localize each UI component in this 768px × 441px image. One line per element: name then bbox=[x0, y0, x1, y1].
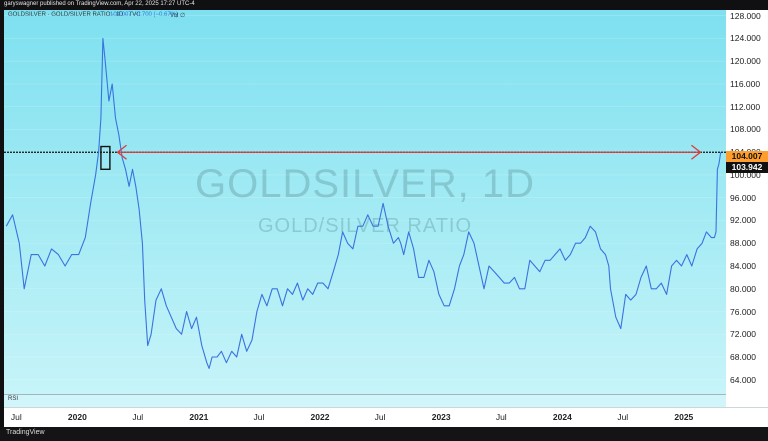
price-tick-label: 72.000 bbox=[730, 329, 756, 340]
published-line: garyswagner published on TradingView.com… bbox=[4, 1, 195, 7]
price-tick-label: 64.000 bbox=[730, 374, 756, 385]
time-tick-label: 2022 bbox=[310, 412, 330, 422]
watermark-symbol: GOLDSILVER, 1D bbox=[194, 162, 536, 206]
price-tick-label: 96.000 bbox=[730, 192, 756, 203]
time-tick-label: Jul bbox=[495, 412, 507, 422]
price-tick-label: 120.000 bbox=[730, 56, 761, 67]
time-tick-label: 2020 bbox=[67, 412, 87, 422]
close-price-tag: 103.942 bbox=[726, 162, 768, 173]
time-tick-label: 2025 bbox=[674, 412, 694, 422]
footer-bar: TradingView bbox=[0, 427, 768, 441]
price-tick-label: 108.000 bbox=[730, 124, 761, 135]
price-tick-label: 116.000 bbox=[730, 78, 761, 89]
chart-svg bbox=[4, 15, 726, 381]
arrow-head-left[interactable] bbox=[116, 144, 127, 160]
time-tick-label: 2023 bbox=[431, 412, 451, 422]
price-tick-label: 128.000 bbox=[730, 10, 761, 21]
time-tick-label: Jul bbox=[374, 412, 386, 422]
price-tick-label: 112.000 bbox=[730, 101, 761, 112]
price-tick-label: 76.000 bbox=[730, 306, 756, 317]
watermark-name: GOLD/SILVER RATIO bbox=[257, 215, 473, 237]
time-tick-label: Jul bbox=[10, 412, 22, 422]
price-tick-label: 88.000 bbox=[730, 238, 756, 249]
tradingview-logo-text: TradingView bbox=[6, 429, 45, 436]
ratio-price-line[interactable] bbox=[5, 37, 722, 369]
time-axis[interactable]: Jul 2020 Jul 2021 Jul 2022 Jul 2023 Jul 2024 Jul 20… bbox=[4, 407, 768, 428]
ohlc-legend: 104.007 −0.700 (−0.67%) bbox=[110, 12, 179, 18]
price-pane[interactable]: GOLDSILVER · GOLD/SILVER RATIO · 1D · TV… bbox=[4, 10, 726, 394]
time-tick-label: Jul bbox=[132, 412, 144, 422]
time-tick-label: Jul bbox=[253, 412, 265, 422]
symbol-legend: GOLDSILVER · GOLD/SILVER RATIO · 1D · TV… bbox=[8, 12, 141, 18]
time-tick-label: 2021 bbox=[189, 412, 209, 422]
arrow-head-right[interactable] bbox=[691, 144, 702, 160]
highlight-rectangle[interactable] bbox=[100, 145, 111, 170]
price-tick-label: 80.000 bbox=[730, 283, 756, 294]
rsi-label: RSI bbox=[8, 396, 19, 402]
price-tick-label: 84.000 bbox=[730, 261, 756, 271]
price-tick-label: 100.000 bbox=[730, 169, 761, 180]
volume-legend: Vol ∅ bbox=[170, 13, 186, 19]
time-tick-label: Jul bbox=[617, 412, 629, 422]
price-axis[interactable]: 128.000 124.000 120.000 116.000 112.000 108.0… bbox=[726, 10, 768, 407]
price-tick-label: 68.000 bbox=[730, 352, 756, 363]
price-tick-label: 92.000 bbox=[730, 215, 756, 226]
rsi-pane[interactable]: RSI bbox=[4, 394, 726, 408]
last-price-tag: 104.007 bbox=[726, 151, 768, 162]
time-tick-label: 2024 bbox=[552, 412, 572, 422]
price-tick-label: 124.000 bbox=[730, 33, 761, 44]
